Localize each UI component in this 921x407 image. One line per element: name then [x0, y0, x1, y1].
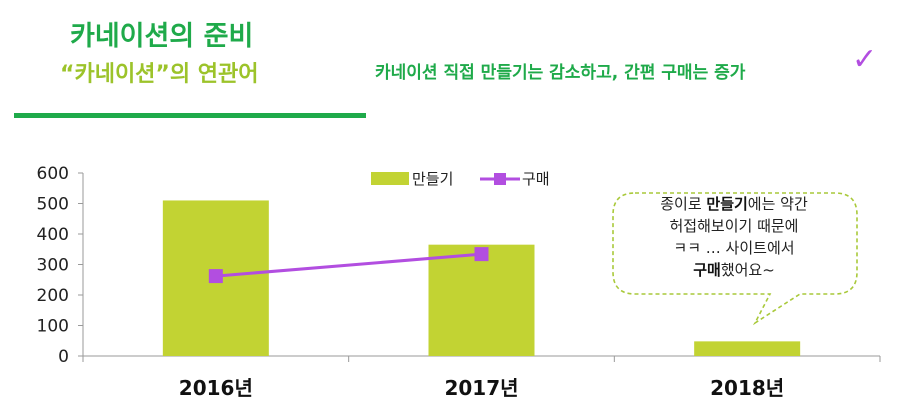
check-mark-icon: ✓ — [852, 42, 878, 77]
x-tick-label: 2016년 — [179, 376, 253, 400]
callout-line-2: 허접해보이기 때문에 — [669, 217, 799, 235]
x-tick-label: 2018년 — [710, 376, 784, 400]
legend-label-bar: 만들기 — [412, 170, 453, 188]
line-series — [215, 252, 482, 278]
callout-line-3: ㅋㅋ … 사이트에서 — [673, 239, 795, 257]
callout-line-1: 종이로 만들기에는 약간 — [660, 195, 808, 213]
x-tick-label: 2017년 — [444, 376, 518, 400]
y-tick-label: 500 — [37, 195, 69, 215]
callout-line-4: 구매했어요~ — [693, 261, 775, 279]
line-point — [474, 247, 489, 262]
legend-marker-line — [494, 173, 506, 185]
callout-bubble — [612, 192, 858, 326]
y-tick-label: 0 — [58, 347, 69, 367]
chart-headline: 카네이션 직접 만들기는 감소하고, 간편 구매는 증가 — [375, 63, 746, 83]
y-tick-label: 300 — [37, 256, 69, 276]
y-tick-label: 400 — [37, 225, 69, 245]
bar — [694, 341, 801, 356]
page-title: 카네이션의 준비 — [70, 21, 254, 52]
bar — [428, 244, 535, 356]
line-point — [208, 269, 223, 284]
legend-label-line: 구매 — [522, 170, 550, 188]
title-divider — [14, 113, 366, 118]
y-tick-label: 200 — [37, 286, 69, 306]
page-subtitle: “카네이션”의 연관어 — [60, 62, 259, 87]
legend-swatch-bar — [371, 172, 409, 185]
callout-text: 종이로 만들기에는 약간 허접해보이기 때문에 ㅋㅋ … 사이트에서 구매했어요… — [616, 193, 852, 281]
y-tick-label: 600 — [37, 164, 69, 184]
y-tick-label: 100 — [37, 317, 69, 337]
